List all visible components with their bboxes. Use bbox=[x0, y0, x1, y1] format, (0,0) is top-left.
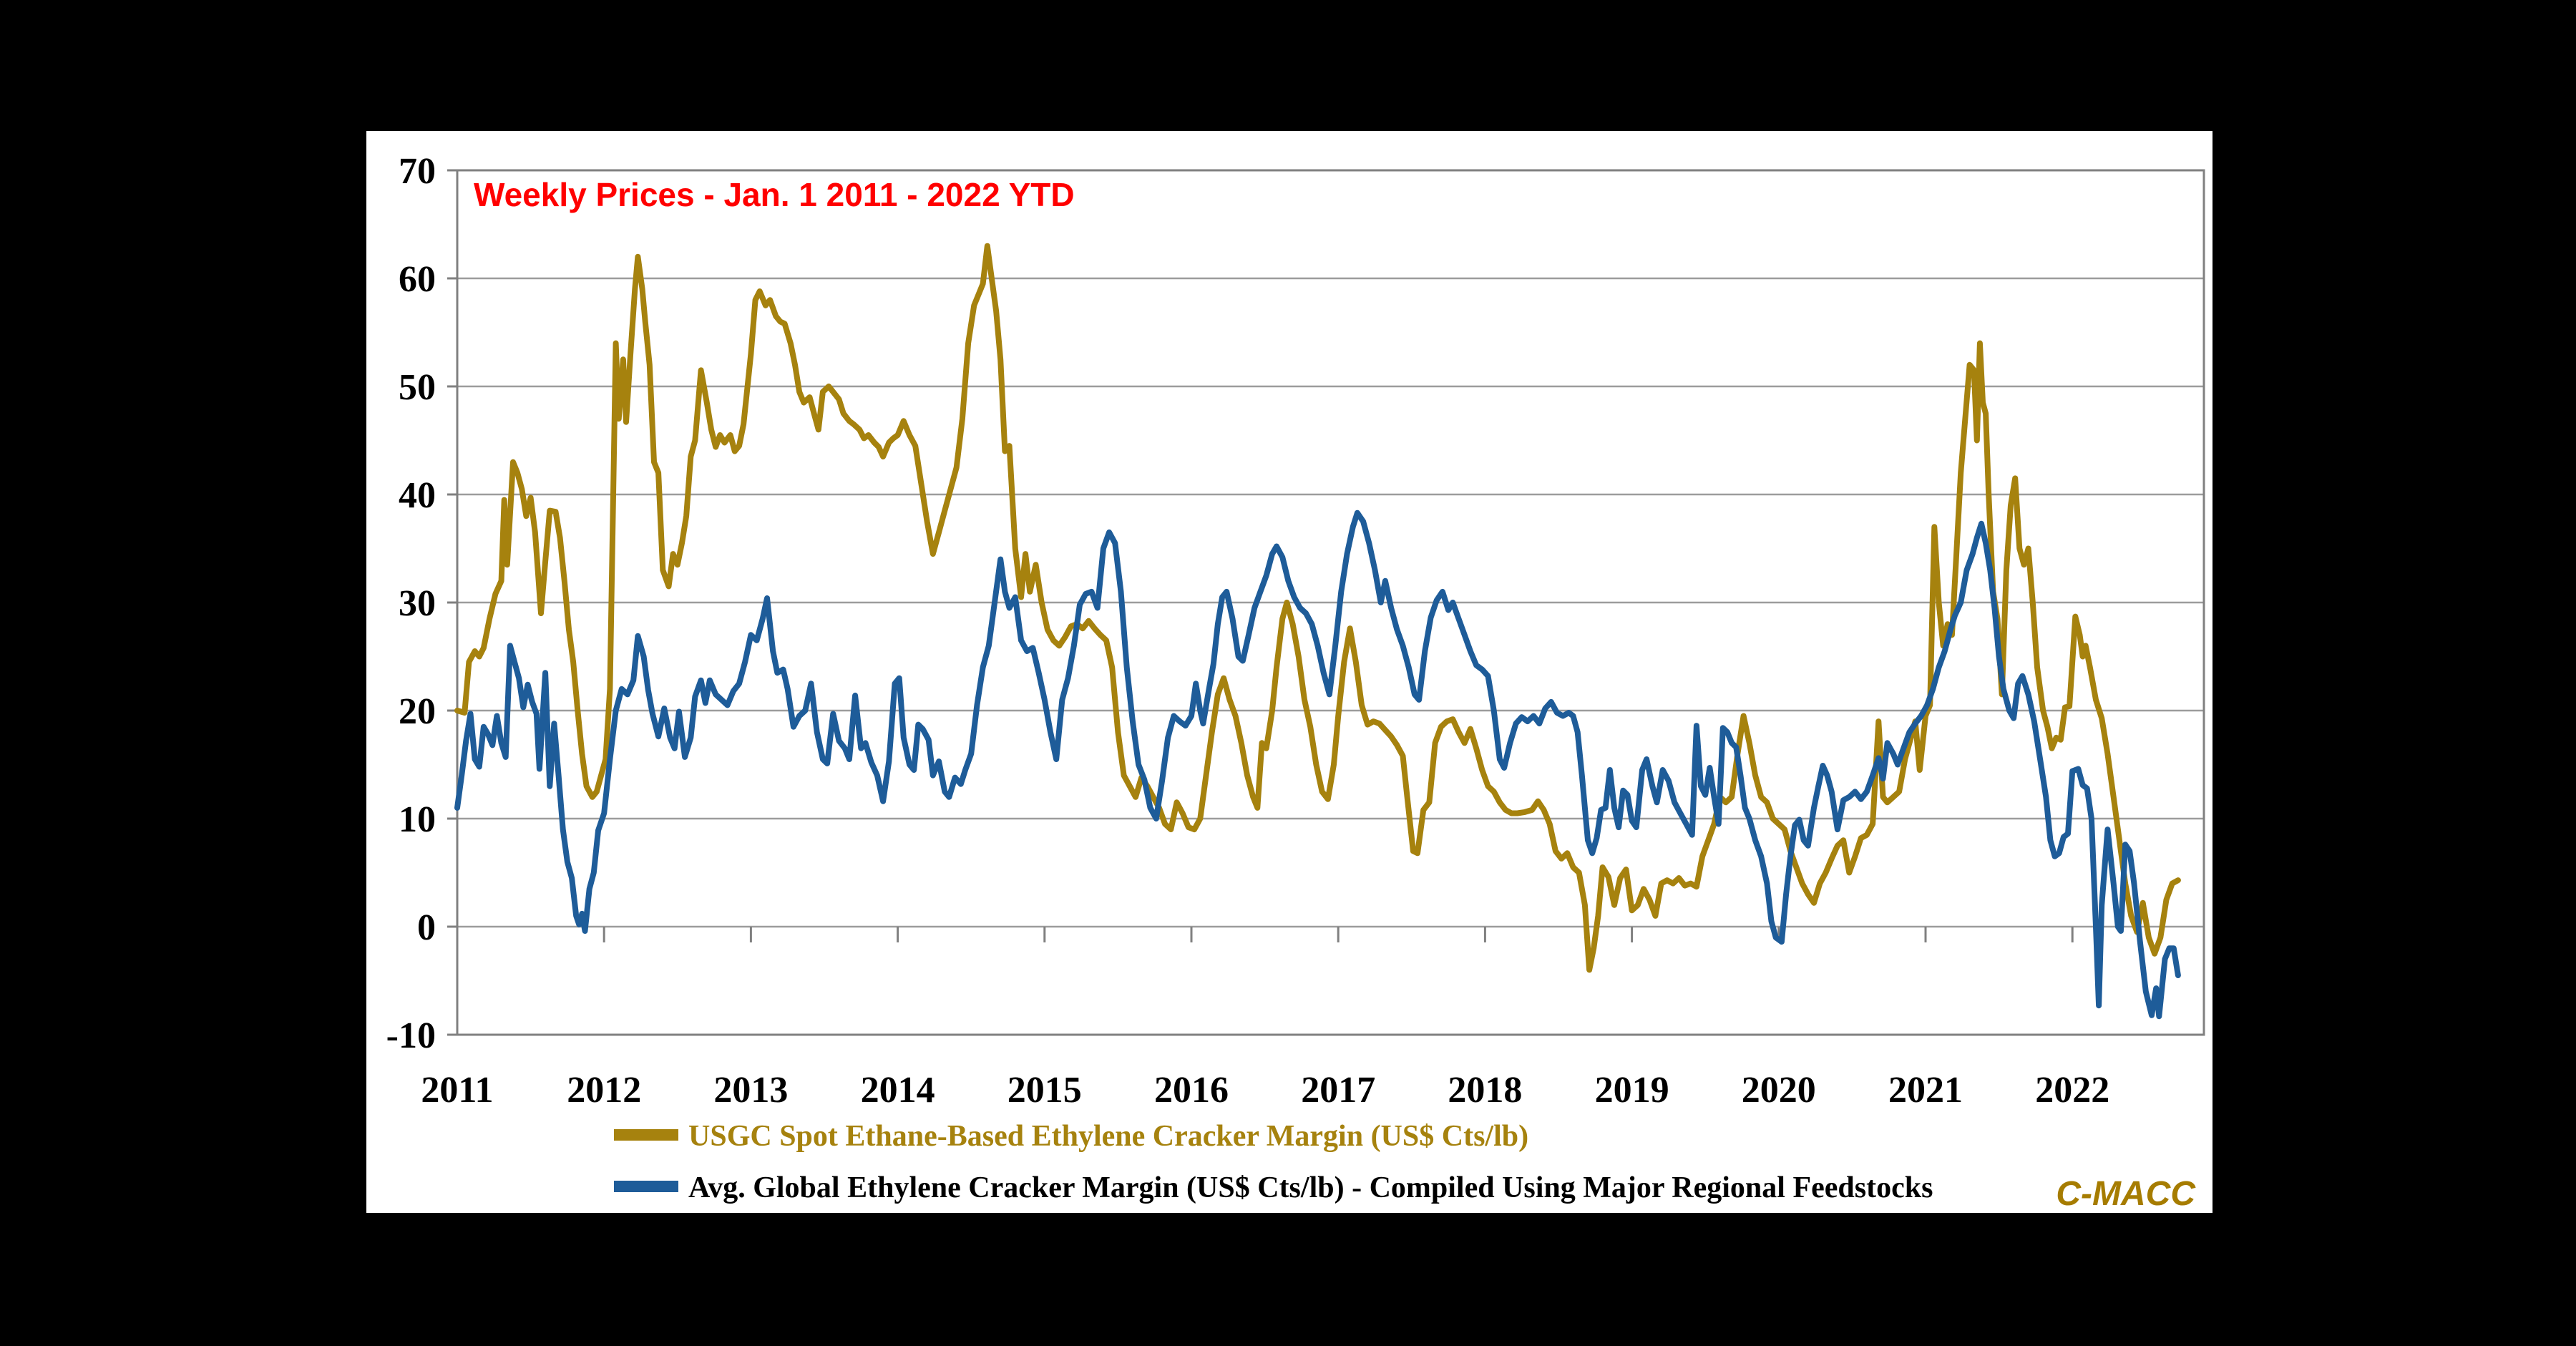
y-axis-tick-label: -10 bbox=[386, 1015, 436, 1056]
chart-panel bbox=[366, 131, 2212, 1213]
legend-label-global: Avg. Global Ethylene Cracker Margin (US$… bbox=[688, 1171, 1933, 1204]
x-axis-tick-label: 2012 bbox=[567, 1070, 641, 1111]
legend-label-usgc: USGC Spot Ethane-Based Ethylene Cracker … bbox=[688, 1120, 1528, 1153]
y-axis-tick-label: 60 bbox=[399, 259, 436, 300]
chart-title: Weekly Prices - Jan. 1 2011 - 2022 YTD bbox=[474, 176, 1075, 213]
usgc-ethane-margin-line bbox=[454, 243, 2181, 973]
x-axis-tick-label: 2011 bbox=[421, 1070, 493, 1111]
x-axis-tick-label: 2022 bbox=[2035, 1070, 2109, 1111]
legend: USGC Spot Ethane-Based Ethylene Cracker … bbox=[614, 1120, 1933, 1204]
global-cracker-margin-line bbox=[454, 509, 2181, 1020]
x-axis-tick-label: 2020 bbox=[1742, 1070, 1816, 1111]
y-axis-tick-label: 10 bbox=[399, 799, 436, 840]
y-axis-tick-label: 50 bbox=[399, 367, 436, 408]
x-axis-tick-label: 2016 bbox=[1154, 1070, 1229, 1111]
x-axis-tick-label: 2013 bbox=[713, 1070, 788, 1111]
y-axis-tick-label: 70 bbox=[399, 151, 436, 192]
gridlines bbox=[457, 277, 2204, 928]
y-axis-tick-label: 30 bbox=[399, 583, 436, 624]
x-axis-labels: 2011 2012 2013 2014 2015 2016 2017 2018 2019 2020… bbox=[421, 1070, 2109, 1111]
y-axis-labels: 70 60 50 40 30 20 10 0 -10 bbox=[386, 151, 436, 1056]
x-axis-tick-label: 2021 bbox=[1888, 1070, 1963, 1111]
plot-border bbox=[456, 169, 2205, 1036]
cmacc-watermark: C-MACC bbox=[2056, 1175, 2196, 1213]
x-axis-tick-label: 2015 bbox=[1008, 1070, 1082, 1111]
x-axis-tick-label: 2018 bbox=[1448, 1070, 1522, 1111]
y-axis-tick-label: 40 bbox=[399, 475, 436, 516]
x-axis-tick-label: 2014 bbox=[861, 1070, 935, 1111]
y-axis-tick-label: 20 bbox=[399, 691, 436, 732]
x-axis-tick-label: 2019 bbox=[1595, 1070, 1669, 1111]
x-axis-tick-label: 2017 bbox=[1301, 1070, 1375, 1111]
y-axis-tick-label: 0 bbox=[417, 907, 436, 948]
